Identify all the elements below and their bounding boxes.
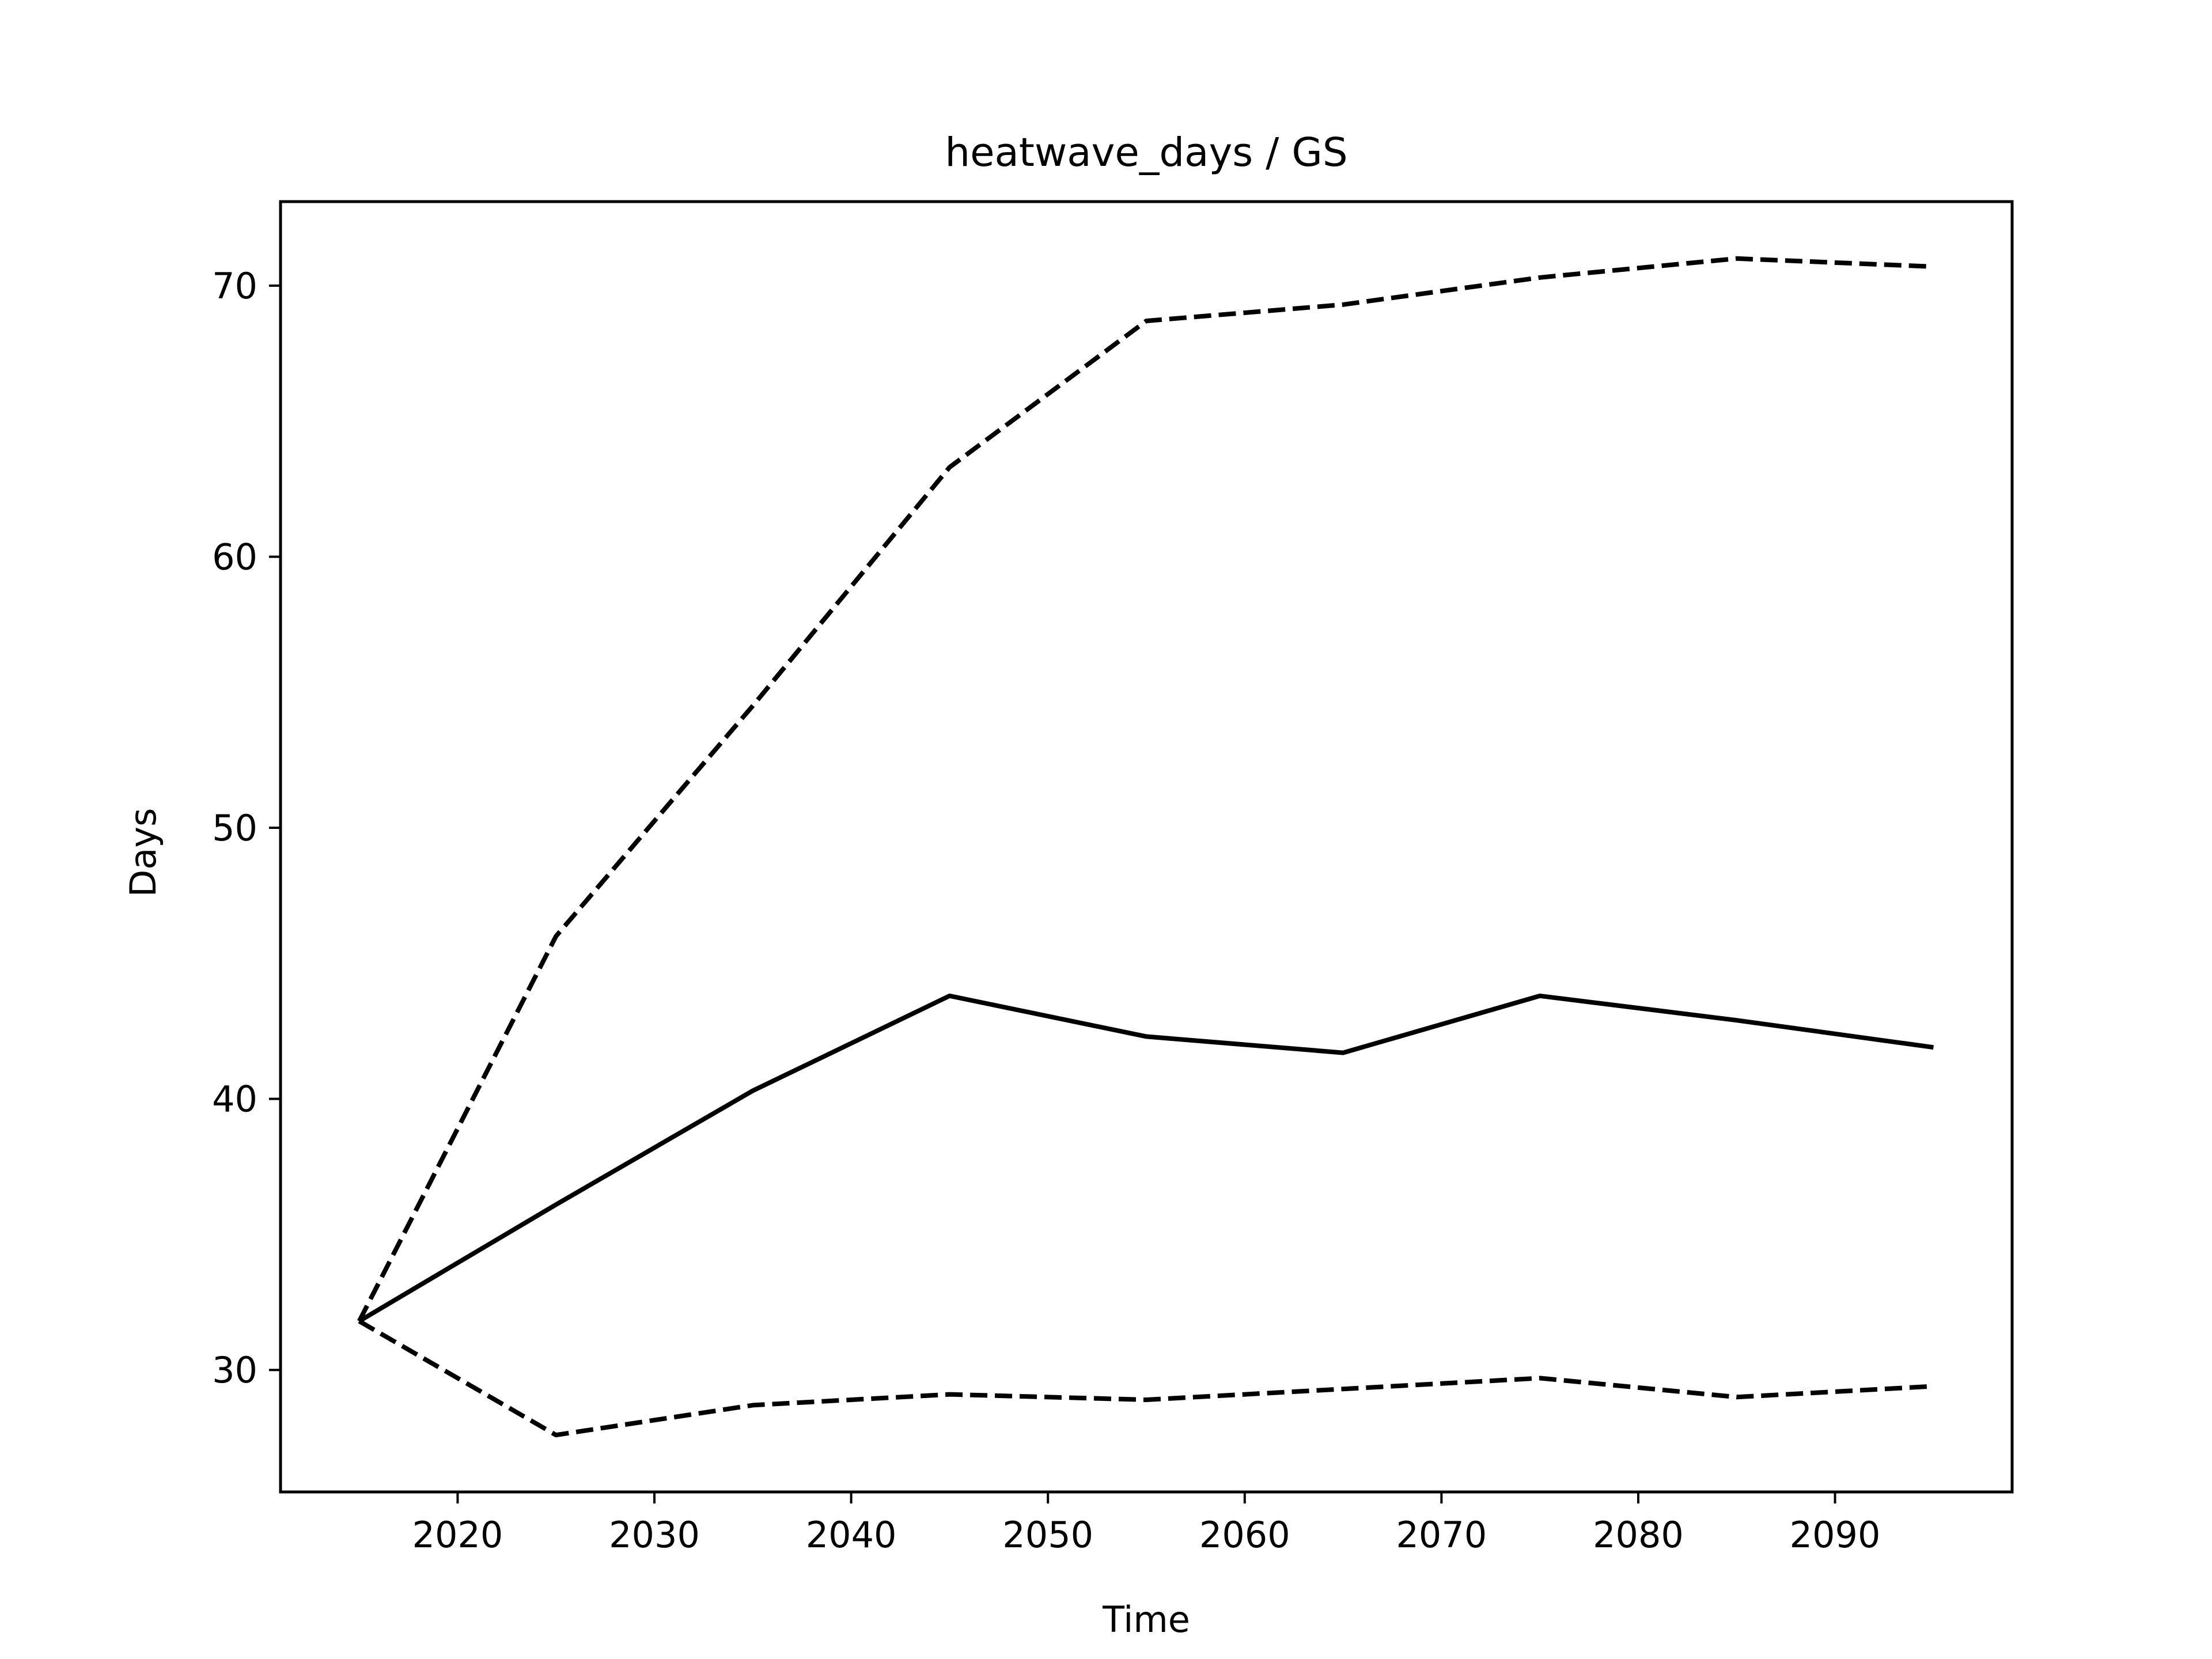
chart-title: heatwave_days / GS bbox=[945, 130, 1347, 176]
x-tick-label: 2080 bbox=[1593, 1514, 1684, 1556]
x-tick-label: 2020 bbox=[412, 1514, 503, 1556]
series-line-3-dashed bbox=[358, 1319, 1934, 1438]
plot-frame bbox=[279, 200, 2014, 1494]
y-axis: 30 40 50 60 70 bbox=[212, 265, 281, 1391]
x-axis-label: Time bbox=[1102, 1599, 1190, 1641]
series-line-1-solid bbox=[358, 993, 1934, 1323]
y-tick-label: 70 bbox=[212, 265, 257, 307]
x-axis: 2020 2030 2040 2050 2060 2070 2080 2090 bbox=[412, 1492, 1881, 1556]
y-axis-label: Days bbox=[122, 808, 164, 897]
x-tick-label: 2090 bbox=[1790, 1514, 1881, 1556]
y-tick-label: 40 bbox=[212, 1078, 257, 1120]
y-tick-label: 30 bbox=[212, 1349, 257, 1391]
x-tick-label: 2060 bbox=[1199, 1514, 1290, 1556]
x-tick-label: 2050 bbox=[1002, 1514, 1093, 1556]
series-line-2-dashed bbox=[357, 256, 1934, 1323]
y-tick-label: 60 bbox=[212, 536, 257, 578]
x-tick-label: 2040 bbox=[806, 1514, 897, 1556]
y-tick-label: 50 bbox=[212, 807, 257, 849]
x-tick-label: 2030 bbox=[609, 1514, 700, 1556]
x-tick-label: 2070 bbox=[1396, 1514, 1487, 1556]
plot-area bbox=[357, 256, 1934, 1438]
